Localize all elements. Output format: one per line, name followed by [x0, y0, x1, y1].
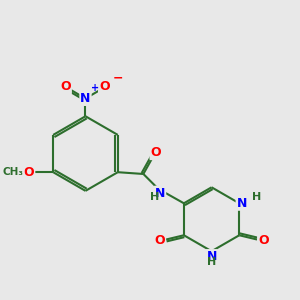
Text: O: O: [151, 146, 161, 159]
Text: H: H: [252, 192, 261, 202]
Text: H: H: [207, 257, 216, 267]
Text: N: N: [80, 92, 91, 105]
Text: O: O: [24, 166, 34, 179]
Text: N: N: [206, 250, 217, 263]
Text: N: N: [155, 187, 165, 200]
Text: CH₃: CH₃: [2, 167, 23, 177]
Text: O: O: [99, 80, 110, 93]
Text: −: −: [112, 71, 123, 84]
Text: +: +: [91, 83, 99, 93]
Text: O: O: [60, 80, 71, 93]
Text: O: O: [258, 234, 269, 247]
Text: N: N: [237, 197, 247, 210]
Text: O: O: [154, 234, 165, 247]
Text: H: H: [151, 192, 160, 202]
